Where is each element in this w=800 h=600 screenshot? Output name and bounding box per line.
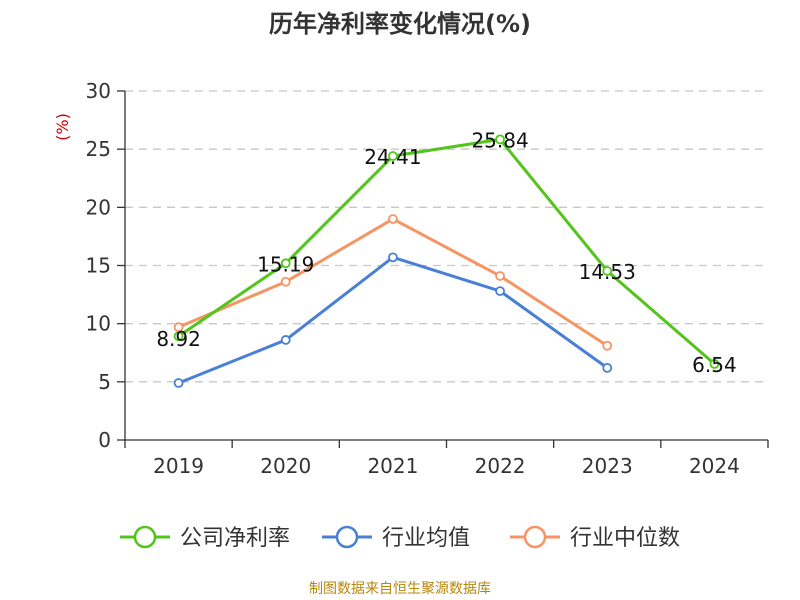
legend-entry-label: 行业中位数 xyxy=(570,526,680,551)
legend-swatch-marker xyxy=(133,525,157,549)
grid-lines xyxy=(125,90,768,383)
legend-swatch-marker xyxy=(523,525,547,549)
source-footer: 制图数据来自恒生聚源数据库 xyxy=(309,581,491,597)
data-labels: 8.92 15.19 24.41 25.84 14.53 6.54 xyxy=(156,128,736,377)
x-tick-label: 2019 xyxy=(153,454,204,478)
series-line xyxy=(177,217,609,348)
data-label: 24.41 xyxy=(364,145,421,169)
data-label: 25.84 xyxy=(471,128,528,152)
y-tick-label: 30 xyxy=(86,79,111,103)
data-point xyxy=(602,362,613,373)
data-point xyxy=(709,359,720,369)
series-line xyxy=(178,255,609,385)
y-tick-label: 5 xyxy=(98,370,111,394)
x-tick-label: 2023 xyxy=(582,454,633,478)
legend: 公司净利率 行业均值 行业中位数 xyxy=(120,525,680,551)
series-lines xyxy=(173,134,720,388)
y-tick-label: 20 xyxy=(86,195,111,219)
y-axis-label: (%) xyxy=(53,113,72,141)
legend-swatch-marker xyxy=(335,525,359,549)
data-label: 6.54 xyxy=(692,353,737,377)
y-tick-label: 15 xyxy=(86,254,111,278)
data-label: 15.19 xyxy=(257,252,314,276)
data-point xyxy=(495,286,505,296)
y-tick-label: 10 xyxy=(86,312,111,336)
data-point xyxy=(280,258,291,269)
x-tick-label: 2021 xyxy=(367,454,418,478)
data-point xyxy=(602,266,613,276)
series-line xyxy=(177,137,716,366)
data-point xyxy=(495,134,505,145)
x-tick-label: 2020 xyxy=(260,454,311,478)
data-label: 14.53 xyxy=(579,260,636,284)
data-point xyxy=(173,378,184,388)
legend-entry-label: 公司净利率 xyxy=(180,526,290,551)
x-tick-label: 2024 xyxy=(689,454,740,478)
y-tick-label: 0 xyxy=(98,428,111,452)
legend-entry-label: 行业均值 xyxy=(382,526,470,551)
data-point xyxy=(495,271,505,281)
data-point xyxy=(602,340,613,351)
y-tick-label: 25 xyxy=(86,137,111,161)
data-point xyxy=(173,331,184,342)
data-point xyxy=(280,276,291,287)
data-point xyxy=(388,151,398,161)
data-point xyxy=(280,335,291,345)
x-tick-label: 2022 xyxy=(475,454,526,478)
data-point xyxy=(173,322,184,333)
data-point xyxy=(388,214,398,224)
chart-title: 历年净利率变化情况(%) xyxy=(269,10,531,38)
data-point xyxy=(388,252,398,263)
data-label: 8.92 xyxy=(156,327,201,351)
axes: 0 5 10 15 20 25 30 2019 2020 2021 2022 2023 2024 xyxy=(86,79,769,478)
